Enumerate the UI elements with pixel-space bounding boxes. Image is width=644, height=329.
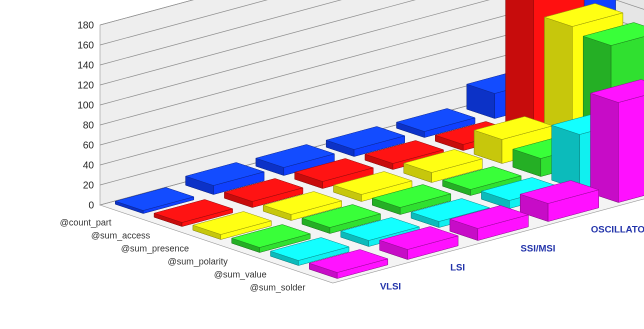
row-label: @sum_presence: [121, 244, 189, 254]
bar-2-1: [262, 191, 343, 221]
bar-5-4: [589, 79, 644, 203]
bar-5-2: [449, 205, 530, 241]
gridline-side: [614, 0, 644, 10]
bar-1-1: [223, 178, 304, 208]
z-tick-label-left: 120: [77, 81, 94, 92]
bar-0-4: [395, 108, 476, 138]
bar-2-0: [192, 211, 273, 240]
bar-2-2: [332, 171, 413, 202]
bar-5-3: [519, 180, 600, 222]
z-tick-label-left: 20: [83, 181, 95, 192]
z-tick-label-left: 180: [77, 21, 94, 32]
row-label: @sum_value: [214, 270, 267, 280]
gridline-back: [99, 0, 194, 26]
column-label: LSI: [450, 263, 465, 274]
bar-4-0: [269, 237, 350, 266]
bar-5-1: [378, 226, 459, 260]
z-tick-label-left: 0: [88, 201, 94, 212]
z-tick-label-left: 80: [83, 121, 95, 132]
row-label: @count_part: [60, 218, 112, 228]
column-label: VLSI: [380, 282, 401, 293]
column-label: OSCILLATOR: [591, 225, 644, 236]
column-label: SSI/MSI: [521, 244, 556, 255]
chart-bars: [114, 0, 644, 279]
row-label: @sum_access: [91, 231, 151, 241]
bar-0-3: [325, 126, 406, 157]
chart-labels: 0020204040606080801001001201201401401601…: [60, 21, 644, 293]
z-tick-label-left: 160: [77, 41, 94, 52]
row-label: @sum_solder: [250, 283, 306, 293]
bar-1-0: [153, 199, 234, 227]
bar-5-0: [308, 249, 389, 279]
gridline-back: [99, 0, 268, 46]
bar-3-2: [371, 184, 452, 215]
bar-2-3: [402, 149, 484, 183]
z-tick-label-left: 100: [77, 101, 94, 112]
gridline-back: [99, 0, 416, 86]
row-label: @sum_polarity: [168, 257, 229, 267]
bar-1-2: [293, 158, 375, 189]
z-tick-label-left: 140: [77, 61, 94, 72]
bar-0-0: [114, 187, 195, 214]
bar-0-1: [184, 162, 265, 195]
bar-3-0: [230, 224, 312, 253]
bar-3-1: [301, 204, 382, 234]
z-tick-label-left: 60: [83, 141, 95, 152]
gridline-back: [99, 0, 342, 66]
gridline-back: [99, 0, 490, 106]
z-tick-label-left: 40: [83, 161, 95, 172]
bar-0-2: [255, 144, 336, 176]
